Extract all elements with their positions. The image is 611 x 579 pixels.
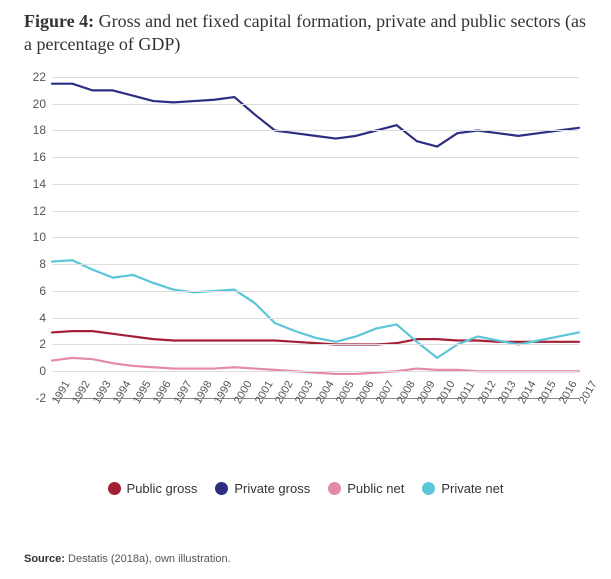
- y-tick-label: 10: [24, 230, 46, 244]
- gridline: [52, 318, 579, 319]
- gridline: [52, 130, 579, 131]
- figure-title-text: Gross and net fixed capital formation, p…: [24, 11, 586, 54]
- legend-swatch: [215, 482, 228, 495]
- legend-swatch: [108, 482, 121, 495]
- gridline: [52, 264, 579, 265]
- y-tick-label: 18: [24, 123, 46, 137]
- legend-item: Public gross: [108, 481, 198, 496]
- y-tick-label: 14: [24, 177, 46, 191]
- plot-area: -202468101214161820221991199219931994199…: [52, 77, 579, 399]
- y-tick-label: 8: [24, 257, 46, 271]
- gridline: [52, 371, 579, 372]
- legend-item: Public net: [328, 481, 404, 496]
- legend: Public gross Private gross Public net Priva…: [24, 481, 587, 496]
- y-tick-label: 2: [24, 337, 46, 351]
- y-tick-label: -2: [24, 391, 46, 405]
- source-label: Source:: [24, 553, 65, 565]
- figure-number: Figure 4:: [24, 11, 94, 31]
- y-tick-label: 16: [24, 150, 46, 164]
- figure-container: Figure 4: Gross and net fixed capital fo…: [0, 0, 611, 579]
- source-text: Destatis (2018a), own illustration.: [68, 553, 231, 565]
- legend-item: Private net: [422, 481, 503, 496]
- y-tick-label: 22: [24, 70, 46, 84]
- y-tick-label: 4: [24, 311, 46, 325]
- y-tick-label: 0: [24, 364, 46, 378]
- gridline: [52, 291, 579, 292]
- legend-swatch: [328, 482, 341, 495]
- y-tick-label: 12: [24, 204, 46, 218]
- gridline: [52, 237, 579, 238]
- gridline: [52, 211, 579, 212]
- gridline: [52, 344, 579, 345]
- gridline: [52, 184, 579, 185]
- x-tick-label: 2017: [577, 379, 600, 406]
- legend-label: Private net: [441, 481, 503, 496]
- series-line: [52, 83, 579, 146]
- figure-title: Figure 4: Gross and net fixed capital fo…: [24, 10, 587, 57]
- source-line: Source: Destatis (2018a), own illustrati…: [24, 553, 231, 565]
- legend-label: Public gross: [127, 481, 198, 496]
- gridline: [52, 157, 579, 158]
- gridline: [52, 77, 579, 78]
- legend-label: Private gross: [234, 481, 310, 496]
- legend-label: Public net: [347, 481, 404, 496]
- y-tick-label: 6: [24, 284, 46, 298]
- gridline: [52, 104, 579, 105]
- chart-area: -202468101214161820221991199219931994199…: [24, 69, 587, 469]
- legend-swatch: [422, 482, 435, 495]
- y-tick-label: 20: [24, 97, 46, 111]
- legend-item: Private gross: [215, 481, 310, 496]
